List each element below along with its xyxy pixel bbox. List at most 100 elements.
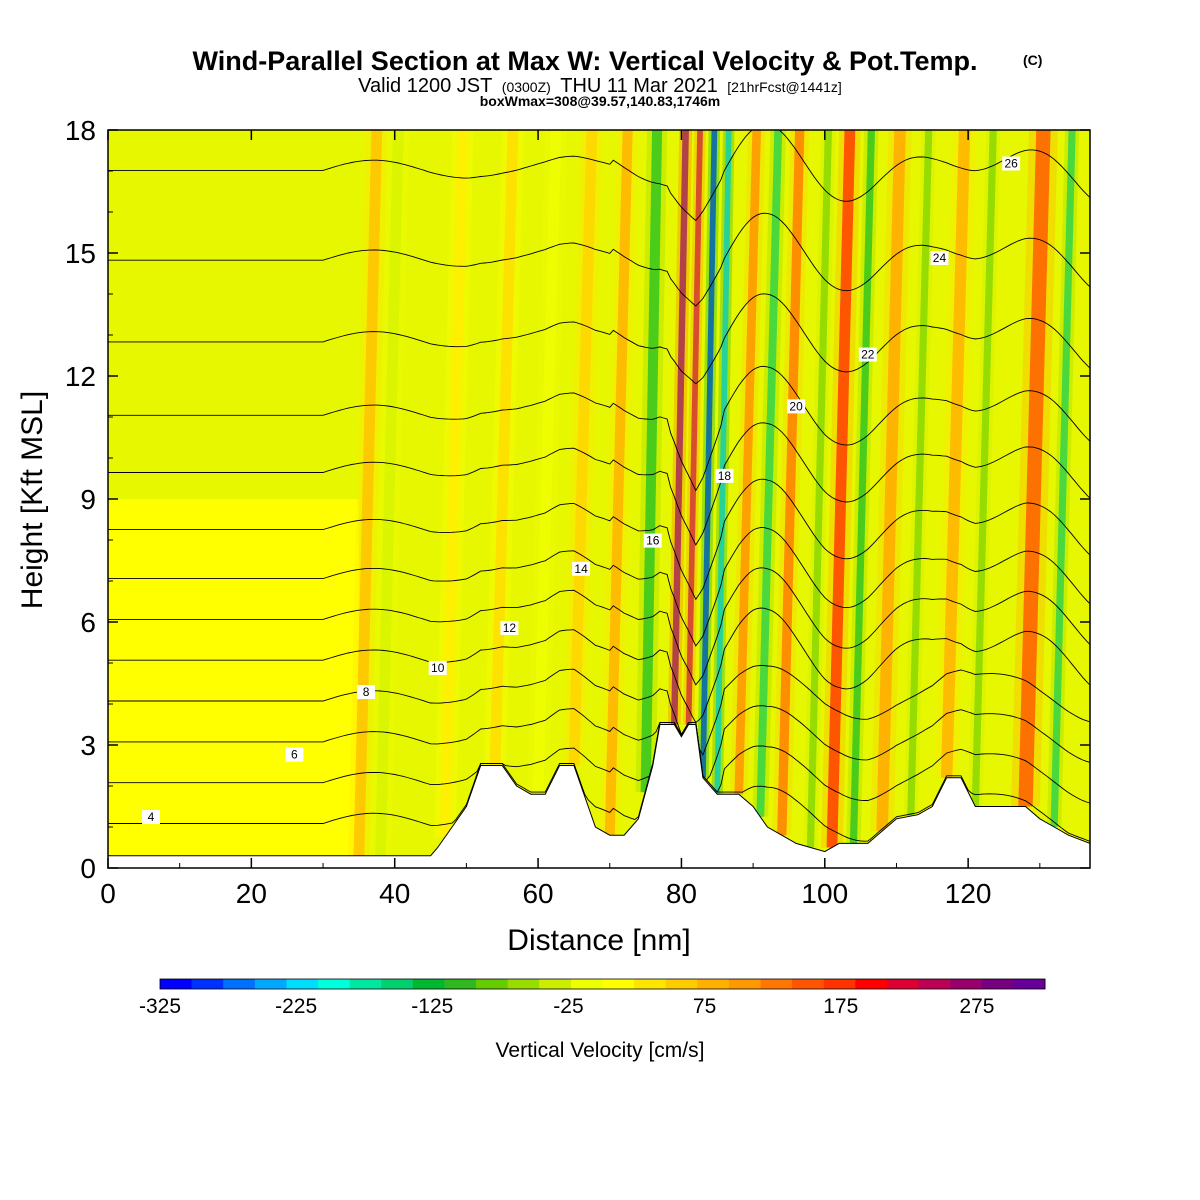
colorbar-swatch-6 (349, 979, 382, 989)
theta-contour-6 (108, 527, 1090, 647)
colorbar-swatch-25 (950, 979, 983, 989)
colorbar-swatch-11 (507, 979, 540, 989)
x-axis-label: Distance [nm] (507, 924, 690, 957)
theta-contour-5 (108, 567, 1090, 686)
colorbar-swatch-21 (823, 979, 856, 989)
svg-text:8: 8 (363, 685, 370, 699)
theta-contour-label-2: 6 (285, 747, 304, 762)
theta-contour-label-11: 24 (930, 251, 949, 265)
velocity-band-8 (671, 130, 689, 725)
colorbar-swatch-10 (476, 979, 509, 989)
svg-text:24: 24 (933, 251, 947, 265)
velocity-halo-14 (772, 130, 810, 836)
colorbar-swatch-14 (602, 979, 635, 989)
svg-text:14: 14 (574, 562, 588, 576)
chart-title: Wind-Parallel Section at Max W: Vertical… (193, 46, 978, 76)
valid-date: THU 11 Mar 2021 (560, 75, 717, 97)
colorbar-frame (159, 978, 1046, 990)
boxwmax-note: boxWmax=308@39.57,140.83,1746m (480, 93, 721, 109)
velocity-halo-19 (903, 130, 936, 817)
colorbar: -325 -225 -125 -25 75 175 275 (139, 978, 1046, 1018)
velocity-band-5 (568, 130, 598, 766)
colorbar-swatch-0 (160, 979, 193, 989)
svg-text:26: 26 (1004, 156, 1018, 170)
velocity-band-22 (1018, 130, 1051, 807)
theta-contour-label-4: 10 (428, 660, 447, 675)
svg-text:6: 6 (291, 748, 298, 762)
velocity-band-3 (489, 130, 519, 766)
velocity-halo-9 (682, 130, 706, 725)
colorbar-swatch-20 (792, 979, 825, 989)
velocity-band-10 (700, 130, 718, 778)
velocity-halo-8 (667, 130, 693, 725)
colorbar-swatch-5 (318, 979, 351, 989)
forecast-tag: [21hrFcst@1441z] (727, 79, 842, 95)
velocity-halo-18 (870, 130, 912, 832)
velocity-band-1 (375, 130, 404, 856)
velocity-band-15 (806, 130, 832, 848)
svg-text:4: 4 (148, 810, 155, 824)
colorbar-tick-3: -25 (553, 995, 583, 1018)
colorbar-tick-5: 175 (823, 995, 858, 1018)
x-axis: 0 20 40 60 80 100 120 (100, 130, 1041, 909)
svg-text:12: 12 (503, 621, 517, 635)
x-tick-label-2: 40 (379, 878, 410, 909)
y-axis: 0 3 6 9 12 15 18 (65, 115, 1090, 884)
colorbar-swatch-26 (981, 979, 1014, 989)
theta-contour-9 (108, 365, 1090, 492)
velocity-halo-22 (1011, 130, 1058, 807)
velocity-halo-0 (348, 130, 388, 856)
colorbar-swatch-19 (760, 979, 793, 989)
velocity-halo-2 (434, 130, 474, 838)
y-tick-label-3: 9 (80, 484, 96, 515)
velocity-band-14 (777, 130, 805, 836)
theta-contour-label-12: 26 (1002, 156, 1021, 171)
colorbar-swatch-27 (1013, 979, 1046, 989)
colorbar-swatch-17 (697, 979, 730, 989)
velocity-halo-13 (752, 130, 787, 817)
x-tick-label-0: 0 (100, 878, 116, 909)
colorbar-swatch-12 (539, 979, 572, 989)
theta-contour-1 (108, 722, 1090, 804)
velocity-halo-10 (697, 130, 721, 778)
velocity-band-2 (439, 130, 469, 838)
colorbar-swatch-7 (381, 979, 414, 989)
velocity-band-19 (907, 130, 933, 817)
y-tick-label-4: 12 (65, 361, 96, 392)
theta-contour-12 (108, 130, 1090, 222)
colorbar-swatch-4 (286, 979, 319, 989)
velocity-halo-3 (484, 130, 524, 766)
velocity-halo-6 (599, 130, 638, 836)
y-axis-label: Height [Kft MSL] (16, 391, 49, 609)
svg-text:10: 10 (431, 661, 445, 675)
theta-contour-label-10: 22 (858, 347, 877, 362)
colorbar-swatch-1 (191, 979, 224, 989)
colorbar-swatch-9 (444, 979, 477, 989)
svg-text:16: 16 (646, 534, 660, 548)
velocity-halo-17 (846, 130, 879, 844)
x-tick-label-1: 20 (236, 878, 267, 909)
theta-contour-label-9: 20 (787, 399, 806, 414)
velocity-band-17 (849, 130, 875, 844)
velocity-band-18 (876, 130, 906, 832)
velocity-band-11 (714, 130, 732, 795)
x-tick-label-3: 60 (522, 878, 553, 909)
colorbar-swatch-2 (223, 979, 256, 989)
velocity-band-6 (604, 130, 633, 836)
theta-contour-3 (108, 665, 1090, 756)
colorbar-swatch-24 (918, 979, 951, 989)
velocity-halo-4 (527, 130, 567, 795)
x-tick-label-4: 80 (666, 878, 697, 909)
colorbar-swatch-18 (728, 979, 762, 989)
valid-prefix: Valid 1200 JST (358, 75, 492, 97)
y-tick-label-1: 3 (80, 730, 96, 761)
velocity-halo-15 (803, 130, 836, 848)
theta-contour-label-6: 14 (572, 561, 591, 576)
theta-contour-label-0: 4 (142, 809, 161, 824)
theta-contour-label-8: 18 (715, 468, 734, 483)
velocity-band-4 (532, 130, 562, 795)
y-tick-label-5: 15 (65, 238, 96, 269)
svg-text:20: 20 (789, 399, 803, 413)
theta-contour-label-3: 8 (357, 685, 376, 700)
y-tick-label-6: 18 (65, 115, 96, 146)
